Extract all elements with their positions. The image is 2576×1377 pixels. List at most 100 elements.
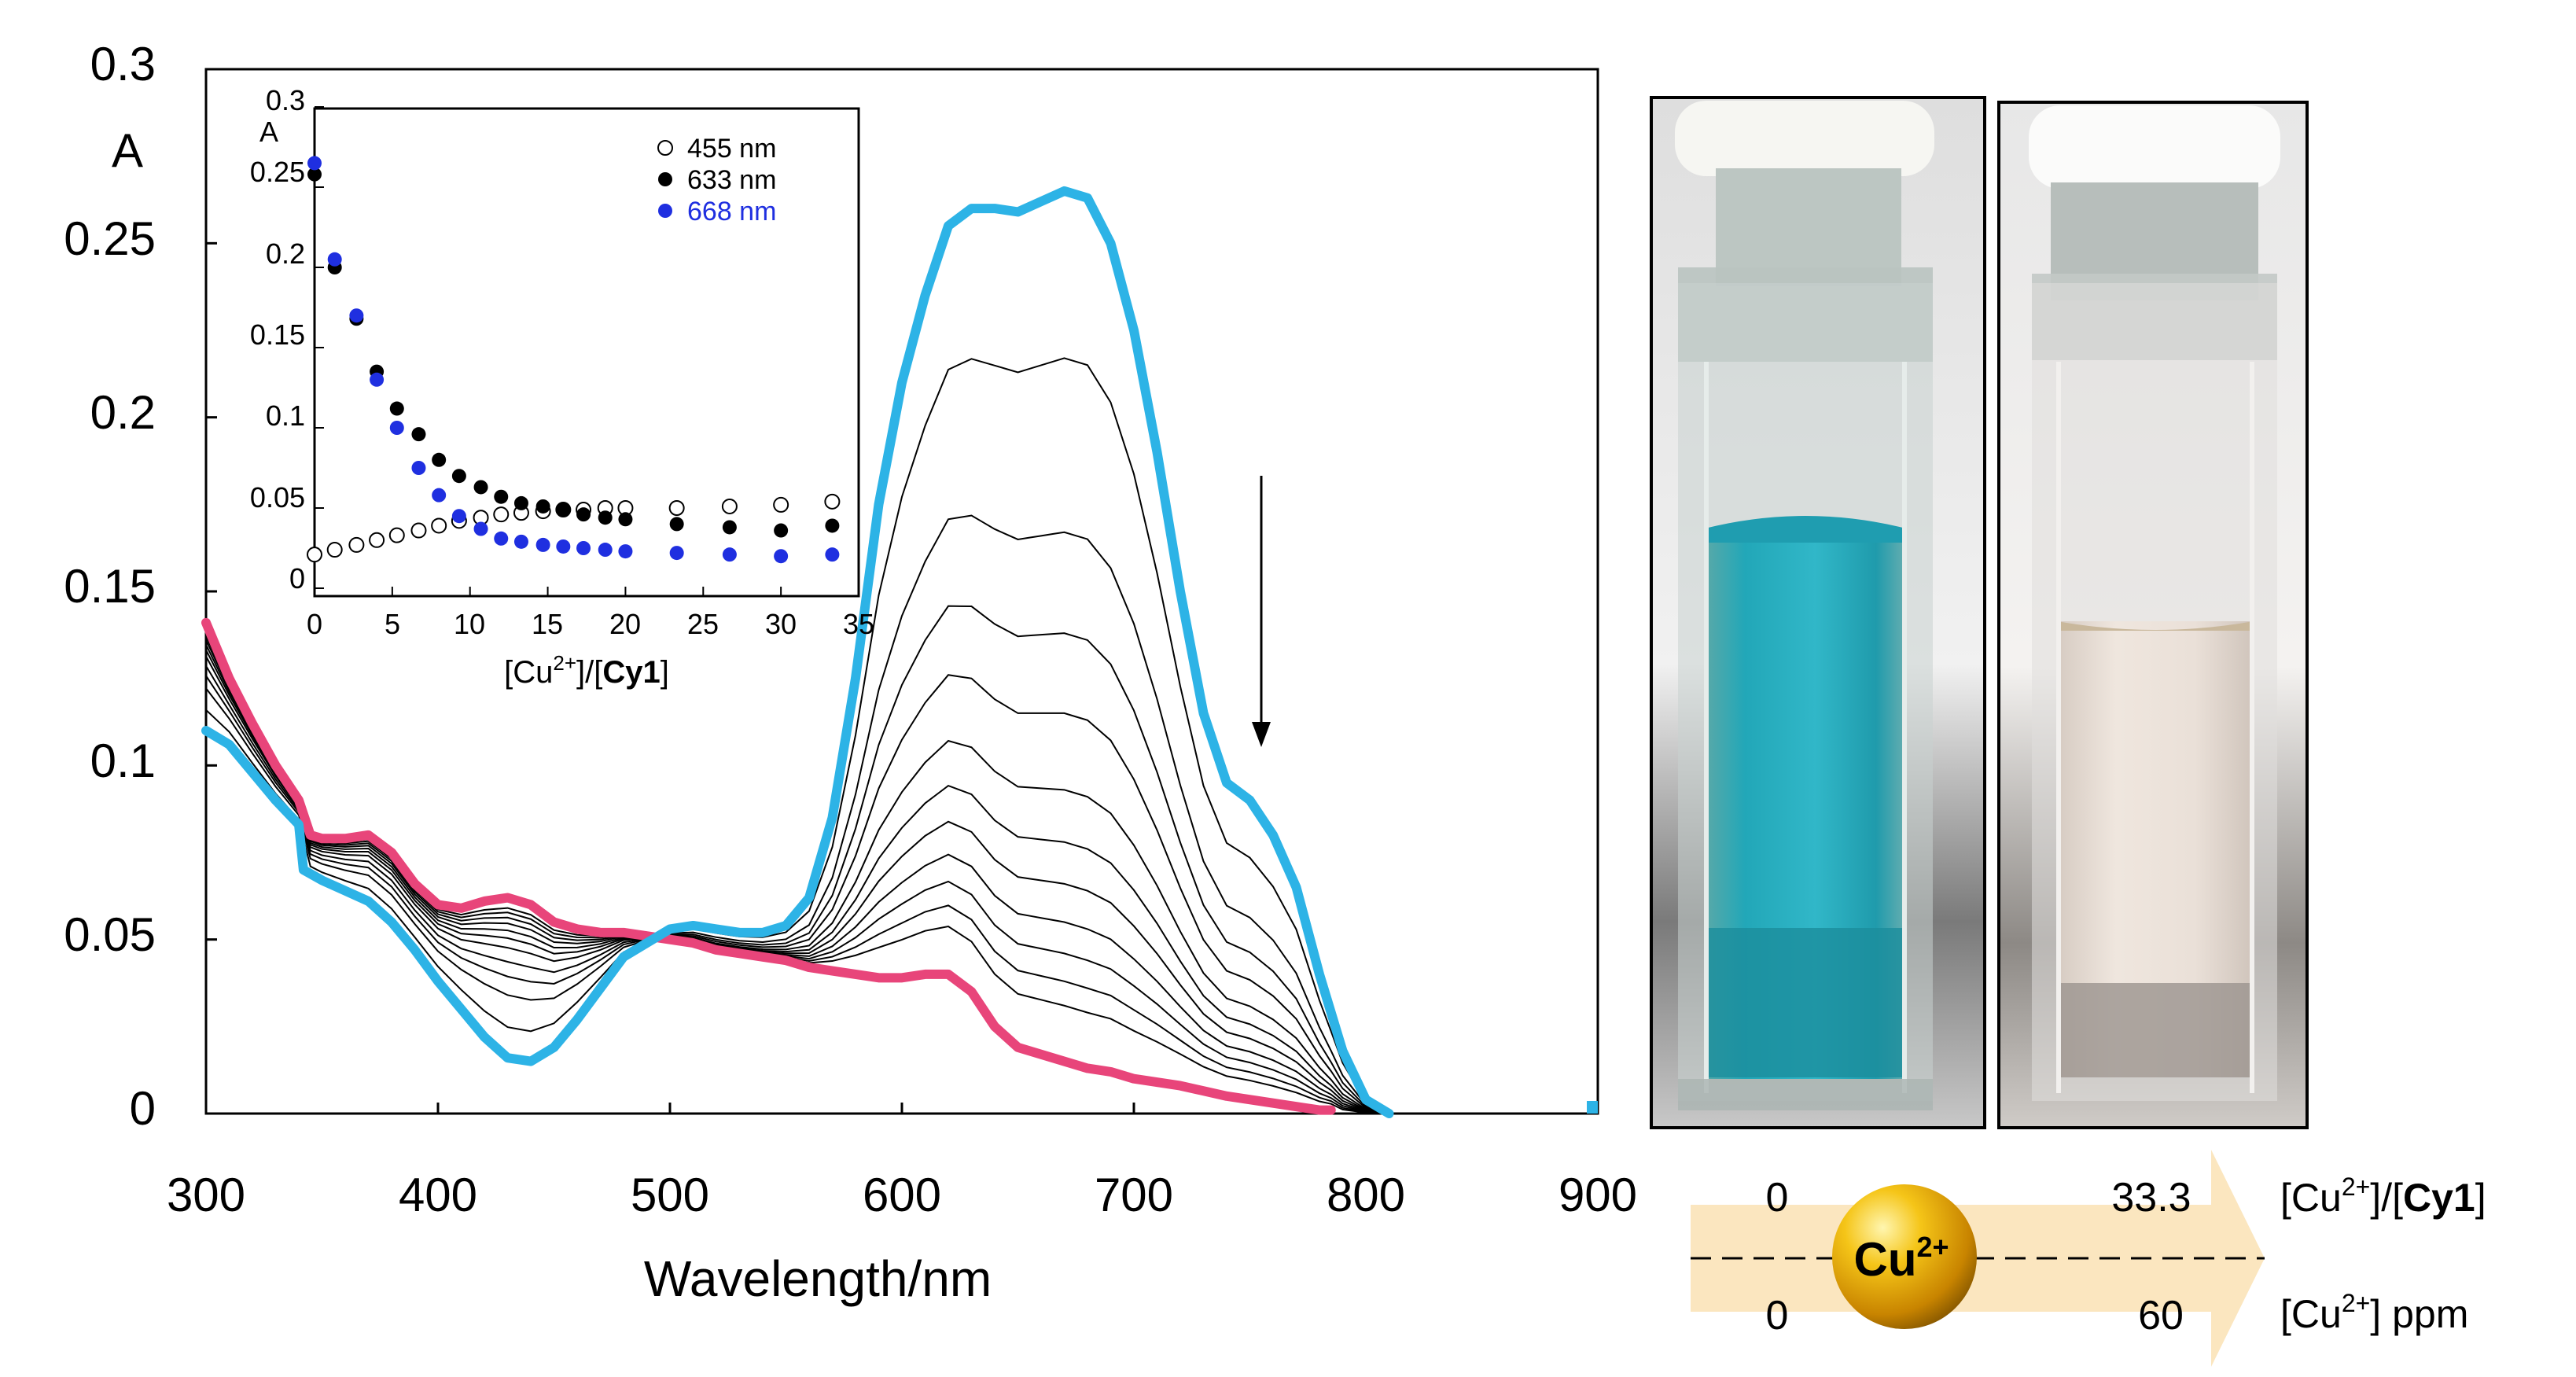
inset-xtick-label: 5 — [385, 608, 400, 640]
inset-point-668-nm — [598, 543, 613, 558]
inset-point-633-nm — [535, 499, 550, 514]
inset-ytick-label: 0.05 — [250, 481, 305, 514]
main-ytick-label: 0.15 — [64, 560, 156, 613]
main-ytick-label: 0.1 — [90, 735, 156, 787]
main-curves — [201, 186, 1394, 1118]
inset-point-633-nm — [411, 427, 426, 442]
intermediate-curve — [205, 644, 1389, 1114]
inset-point-455-nm — [348, 536, 365, 553]
inset-xtick-label: 25 — [687, 608, 719, 640]
inset-point-668-nm — [669, 546, 684, 561]
inset-xtick-label: 20 — [609, 608, 641, 640]
intermediate-curve — [205, 357, 1389, 1114]
legend-label-455: 455 nm — [687, 134, 776, 164]
cu-ion-label: Cu2+ — [1853, 1231, 1949, 1286]
inset-point-668-nm — [411, 461, 426, 475]
inset-point-668-nm — [535, 537, 550, 552]
inset-xtick-label: 15 — [532, 608, 563, 640]
cu-ion-ball — [1832, 1184, 1977, 1329]
ppm-end-value: 60 — [2138, 1293, 2184, 1338]
inset-point-668-nm — [451, 509, 466, 524]
inset-point-633-nm — [825, 518, 840, 533]
legend-marker-633 — [658, 172, 672, 186]
inset-point-633-nm — [494, 489, 509, 504]
decrease-arrow — [1252, 476, 1271, 747]
legend-marker-455 — [657, 140, 673, 156]
inset-point-455-nm — [773, 496, 789, 513]
inset-point-668-nm — [722, 547, 737, 562]
inset-point-455-nm — [410, 522, 427, 539]
inset-xtick-label: 0 — [307, 608, 322, 640]
inset-point-668-nm — [307, 156, 322, 171]
inset-ylabel: A — [259, 116, 278, 148]
inset-point-668-nm — [349, 308, 364, 323]
inset-ytick-label: 0.25 — [250, 156, 305, 188]
inset-point-455-nm — [369, 532, 385, 548]
intermediate-curve — [205, 639, 1389, 1114]
inset-point-455-nm — [721, 498, 738, 514]
inset-point-455-nm — [431, 517, 447, 534]
inset-point-668-nm — [327, 252, 342, 267]
inset-xlabel: [Cu2+]/[Cy1] — [504, 651, 669, 690]
main-xtick-label: 600 — [863, 1169, 941, 1221]
inset-point-668-nm — [576, 541, 591, 555]
inset-ytick-label: 0 — [289, 562, 305, 595]
main-ytick-label: 0 — [130, 1082, 156, 1135]
inset-point-633-nm — [389, 401, 404, 416]
inset-point-668-nm — [389, 421, 404, 435]
inset-point-668-nm — [494, 531, 509, 546]
main-xtick-label: 500 — [631, 1169, 709, 1221]
intermediate-curve — [205, 656, 1389, 1114]
legend-marker-668 — [658, 204, 672, 218]
inset-point-633-nm — [576, 507, 591, 522]
inset-xtick-label: 10 — [454, 608, 485, 640]
intermediate-curve — [205, 635, 1389, 1114]
inset-point-633-nm — [669, 517, 684, 532]
inset-point-668-nm — [774, 549, 789, 564]
main-xtick-label: 800 — [1327, 1169, 1405, 1221]
inset-point-633-nm — [722, 520, 737, 535]
main-absorbance-chart: 0 0.05 0.1 0.15 0.2 0.25 0.3 A 300 400 5… — [64, 38, 1637, 1307]
intermediate-curve — [205, 629, 1389, 1114]
photo-cuvette-with-cy1-and-cu — [1997, 101, 2309, 1129]
inset-point-668-nm — [825, 547, 840, 562]
main-xtick-label: 900 — [1558, 1169, 1637, 1221]
inset-point-668-nm — [473, 521, 488, 536]
inset-axis-ticks — [314, 106, 859, 596]
main-ytick-label: 0.25 — [64, 212, 156, 265]
inset-point-455-nm — [307, 547, 322, 563]
legend-label-668: 668 nm — [687, 197, 776, 226]
ratio-start-value: 0 — [1766, 1175, 1789, 1221]
intermediate-curve — [205, 665, 1389, 1114]
intermediate-curve — [205, 605, 1389, 1114]
inset-point-455-nm — [824, 493, 841, 510]
inset-point-455-nm — [668, 500, 685, 516]
inset-point-633-nm — [513, 495, 528, 510]
main-ytick-label: 0.2 — [90, 386, 156, 439]
main-xtick-label: 300 — [167, 1169, 245, 1221]
photo-cuvette-with-cy1 — [1650, 96, 1986, 1129]
inset-ytick-label: 0.3 — [266, 84, 305, 116]
inset-ytick-label: 0.15 — [250, 318, 305, 351]
inset-point-668-nm — [618, 544, 633, 559]
inset-point-633-nm — [473, 480, 488, 495]
main-xtick-label: 700 — [1095, 1169, 1173, 1221]
inset-plot-frame — [313, 107, 860, 598]
inset-points — [307, 156, 841, 564]
main-ytick-label: 0.05 — [64, 908, 156, 961]
main-xtick-label: 400 — [399, 1169, 477, 1221]
inset-xtick-label: 30 — [765, 608, 797, 640]
inset-xtick-label: 35 — [843, 608, 874, 640]
inset-legend: 455 nm 633 nm 668 nm — [657, 134, 776, 226]
concentration-scale: Cu2+ 0 33.3 0 60 [Cu2+]/[Cy1] [Cu2+] ppm — [1691, 1150, 2486, 1367]
inset-point-633-nm — [598, 510, 613, 525]
inset-ytick-label: 0.2 — [266, 237, 305, 270]
intermediate-curve — [205, 649, 1389, 1114]
inset-point-633-nm — [307, 167, 322, 182]
main-axis-ticks — [204, 68, 1599, 1115]
ratio-axis-label: [Cu2+]/[Cy1] — [2280, 1173, 2486, 1220]
legend-label-633: 633 nm — [687, 165, 776, 195]
intermediate-curve — [205, 514, 1389, 1114]
ratio-end-value: 33.3 — [2111, 1175, 2191, 1221]
